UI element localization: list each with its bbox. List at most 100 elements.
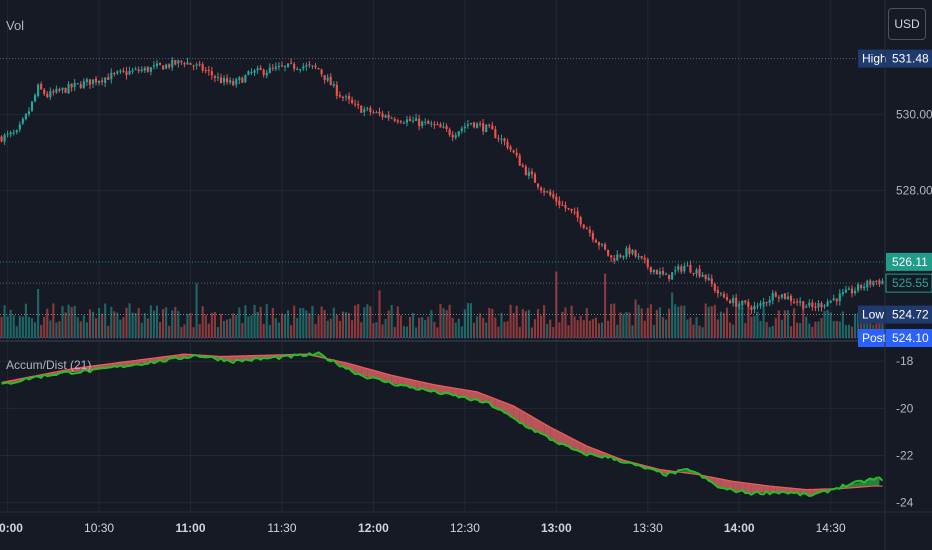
volume-bar [494, 317, 497, 338]
volume-bar [835, 320, 838, 338]
volume-bar [475, 316, 479, 338]
volume-bar [582, 320, 585, 338]
candle-body [320, 69, 323, 75]
candle-body [445, 125, 448, 130]
volume-bar [668, 308, 671, 338]
volume-bar [789, 326, 793, 338]
candle-body [546, 191, 549, 193]
ad-fill-segment [733, 481, 740, 492]
candle-body [866, 280, 869, 288]
volume-bar [649, 304, 652, 338]
volume-bar [725, 307, 729, 338]
volume-bar [741, 307, 744, 338]
candle-body [655, 269, 658, 275]
candle-body [158, 62, 162, 65]
candle-body [18, 124, 21, 130]
candle-body [354, 103, 357, 105]
volume-bar [863, 312, 866, 338]
price-tag-2[interactable] [885, 273, 932, 293]
volume-bar [698, 325, 701, 338]
volume-bar [186, 313, 189, 338]
price-tag-4[interactable] [886, 329, 932, 347]
volume-bar [128, 303, 131, 338]
volume-bar [610, 303, 613, 338]
indicator-title[interactable]: Accum/Dist (21) [6, 358, 92, 372]
candle-body [622, 255, 625, 258]
time-axis-label: 11:30 [267, 521, 296, 535]
volume-bar [655, 309, 658, 338]
price-tag-0[interactable] [886, 49, 932, 68]
volume-bar [226, 319, 229, 338]
candle-body [308, 64, 311, 66]
candle-body [58, 89, 61, 91]
volume-bar [439, 303, 442, 338]
candle-body [488, 124, 491, 126]
volume-bar [701, 327, 704, 338]
volume-bar [847, 324, 851, 338]
volume-bar [180, 327, 183, 338]
candle-body [55, 88, 58, 93]
volume-bar [759, 320, 762, 338]
candle-body [305, 65, 308, 67]
price-tag-3[interactable] [886, 305, 932, 324]
volume-bar [37, 289, 40, 338]
candle-body [122, 70, 125, 72]
candle-body [433, 124, 436, 126]
candle-body [439, 124, 442, 128]
volume-bar [381, 324, 384, 338]
candle-body [302, 66, 305, 69]
volume-bar [805, 316, 808, 338]
candle-body [506, 141, 509, 148]
volume-bar [210, 312, 213, 338]
price-tag-1[interactable] [886, 252, 932, 271]
volume-bar [222, 320, 226, 338]
candle-body [521, 165, 524, 167]
volume-bar [719, 311, 722, 338]
currency-button[interactable]: USD [888, 8, 926, 40]
candle-body [860, 284, 863, 289]
candle-body [384, 115, 387, 118]
volume-bar [140, 322, 143, 338]
volume-bar [12, 315, 15, 338]
candle-body [707, 277, 710, 281]
candle-body [64, 88, 67, 93]
volume-bar [735, 303, 738, 338]
volume-bar [597, 323, 601, 338]
candle-body [762, 301, 765, 304]
volume-bar [558, 322, 561, 338]
candle-body [634, 250, 637, 257]
volume-bar [808, 323, 811, 338]
volume-bar [774, 317, 777, 338]
volume-bar [829, 312, 832, 338]
candle-body [6, 133, 9, 135]
volume-bar [549, 319, 552, 338]
price-tag-name: Post [862, 331, 887, 345]
volume-bar [265, 303, 268, 338]
volume-bar [274, 318, 277, 338]
volume-bar [622, 313, 625, 338]
candle-body [37, 84, 40, 97]
volume-bar [280, 313, 284, 338]
candle-body [165, 64, 168, 69]
volume-bar [469, 303, 473, 338]
candle-body [853, 290, 857, 294]
candle-body [140, 69, 143, 72]
candle-body [98, 81, 101, 83]
ad-fill-segment [489, 396, 496, 408]
volume-bar [165, 307, 168, 338]
ad-fill-segment [349, 363, 356, 373]
candle-body [680, 266, 683, 272]
candle-body [472, 122, 476, 128]
candle-body [3, 134, 6, 142]
candle-body [229, 80, 232, 83]
candle-body [780, 294, 783, 298]
candle-body [213, 76, 216, 78]
candle-body [835, 298, 838, 302]
candle-body [738, 304, 741, 307]
time-axis-label: 10:00 [0, 521, 23, 535]
volume-bar [418, 317, 421, 338]
candle-body [716, 289, 719, 294]
candle-body [832, 298, 835, 301]
volume-bar [402, 326, 405, 338]
